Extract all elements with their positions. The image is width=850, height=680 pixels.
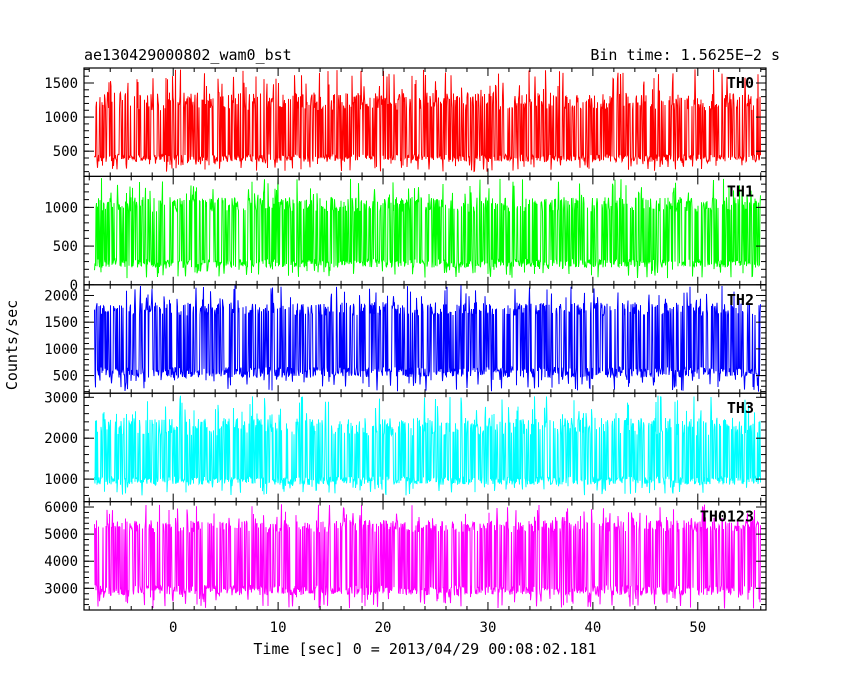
panel-label-th2: TH2 [727,291,754,309]
y-tick-label: 1000 [44,472,78,488]
y-tick-label: 2000 [44,288,78,304]
chart-title-right: Bin time: 1.5625E−2 s [590,46,780,64]
y-tick-label: 1500 [44,315,78,331]
panel-th1: 0 500 1000 TH1 [44,175,767,294]
panel-th2: 500 1000 1500 2000 TH2 [44,284,767,394]
y-tick-label: 500 [53,239,78,255]
x-tick-label: 40 [584,620,601,636]
y-tick-label: 500 [53,144,78,160]
panel-label-th3: TH3 [727,399,754,417]
y-tick-label: 2000 [44,431,78,447]
panel-label-th1: TH1 [727,182,754,200]
y-tick-label: 0 [70,278,78,294]
y-tick-label: 6000 [44,500,78,516]
chart-title-left: ae130429000802_wam0_bst [84,46,292,64]
series-line-th1 [94,178,761,279]
series-line-th2 [94,285,761,392]
y-axis-label: Counts/sec [3,300,21,390]
x-tick-label: 10 [270,620,287,636]
series-line-th0123 [94,504,761,609]
x-tick-label: 30 [480,620,497,636]
panel-label-th0123: TH0123 [700,508,754,526]
x-axis-label: Time [sec] 0 = 2013/04/29 00:08:02.181 [253,640,596,658]
y-tick-label: 1000 [44,110,78,126]
y-tick-label: 4000 [44,554,78,570]
y-tick-label: 1000 [44,200,78,216]
y-tick-label: 3000 [44,581,78,597]
y-tick-label: 500 [53,369,78,385]
y-tick-label: 1000 [44,342,78,358]
panel-th0: 500 1000 1500 TH0 [44,67,767,178]
panel-th3: 1000 2000 3000 TH3 [44,390,767,503]
x-tick-label: 20 [375,620,392,636]
y-tick-label: 1500 [44,76,78,92]
series-line-th0 [94,69,761,173]
panel-th0123: 3000 4000 5000 6000 TH0123 [44,500,767,611]
x-tick-label: 0 [169,620,177,636]
y-tick-label: 5000 [44,527,78,543]
panel-label-th0: TH0 [727,74,754,92]
x-tick-label: 50 [689,620,706,636]
y-tick-label: 3000 [44,390,78,406]
series-line-th3 [94,395,761,496]
